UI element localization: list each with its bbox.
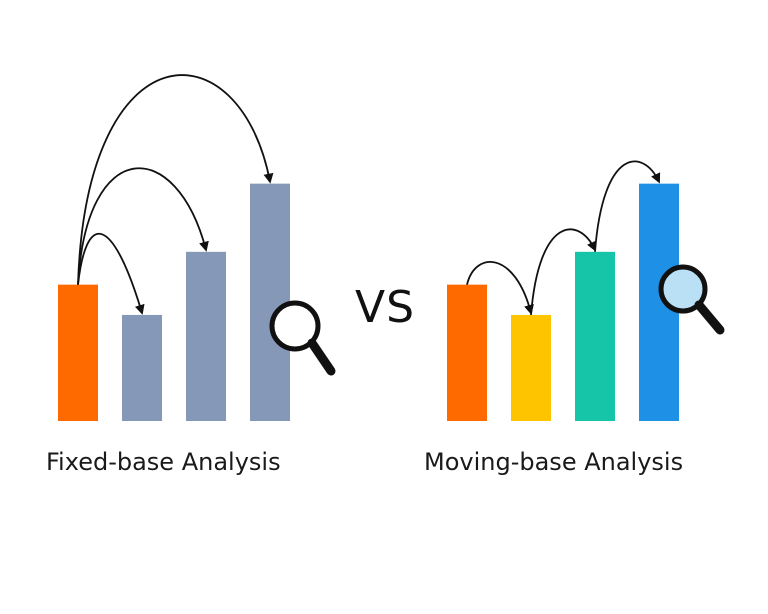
moving-base-bar-1 bbox=[447, 284, 487, 421]
moving-base-arrows bbox=[466, 160, 661, 316]
fixed-base-bar-1 bbox=[58, 284, 98, 421]
fixed-base-bar-3 bbox=[186, 251, 226, 421]
fixed-base-caption: Fixed-base Analysis bbox=[46, 448, 281, 476]
magnifier-icon bbox=[269, 300, 336, 376]
moving-base-arrow-3-to-4 bbox=[594, 160, 661, 252]
fixed-base-arrows bbox=[77, 74, 274, 315]
fixed-base-bar-2 bbox=[122, 314, 162, 421]
vs-label: VS bbox=[355, 282, 416, 333]
moving-base-bar-3 bbox=[575, 251, 615, 421]
moving-base-arrow-2-to-3 bbox=[530, 228, 597, 316]
fixed-base-arrow-to-bar-4 bbox=[77, 74, 274, 285]
fixed-base-chart bbox=[58, 74, 336, 421]
moving-base-arrow-1-to-2 bbox=[466, 261, 534, 315]
fixed-base-arrow-to-bar-3 bbox=[77, 167, 209, 285]
moving-base-caption: Moving-base Analysis bbox=[424, 448, 684, 476]
fixed-base-arrow-to-bar-2 bbox=[77, 232, 145, 315]
moving-base-chart bbox=[447, 160, 725, 421]
magnifier-icon bbox=[658, 264, 725, 335]
moving-base-bar-2 bbox=[511, 314, 551, 421]
fixed-base-bar-4 bbox=[250, 183, 290, 421]
